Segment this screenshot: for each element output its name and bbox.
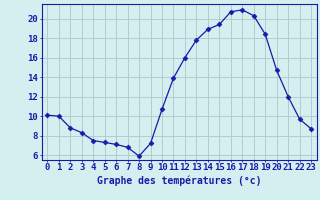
X-axis label: Graphe des températures (°c): Graphe des températures (°c) xyxy=(97,175,261,186)
